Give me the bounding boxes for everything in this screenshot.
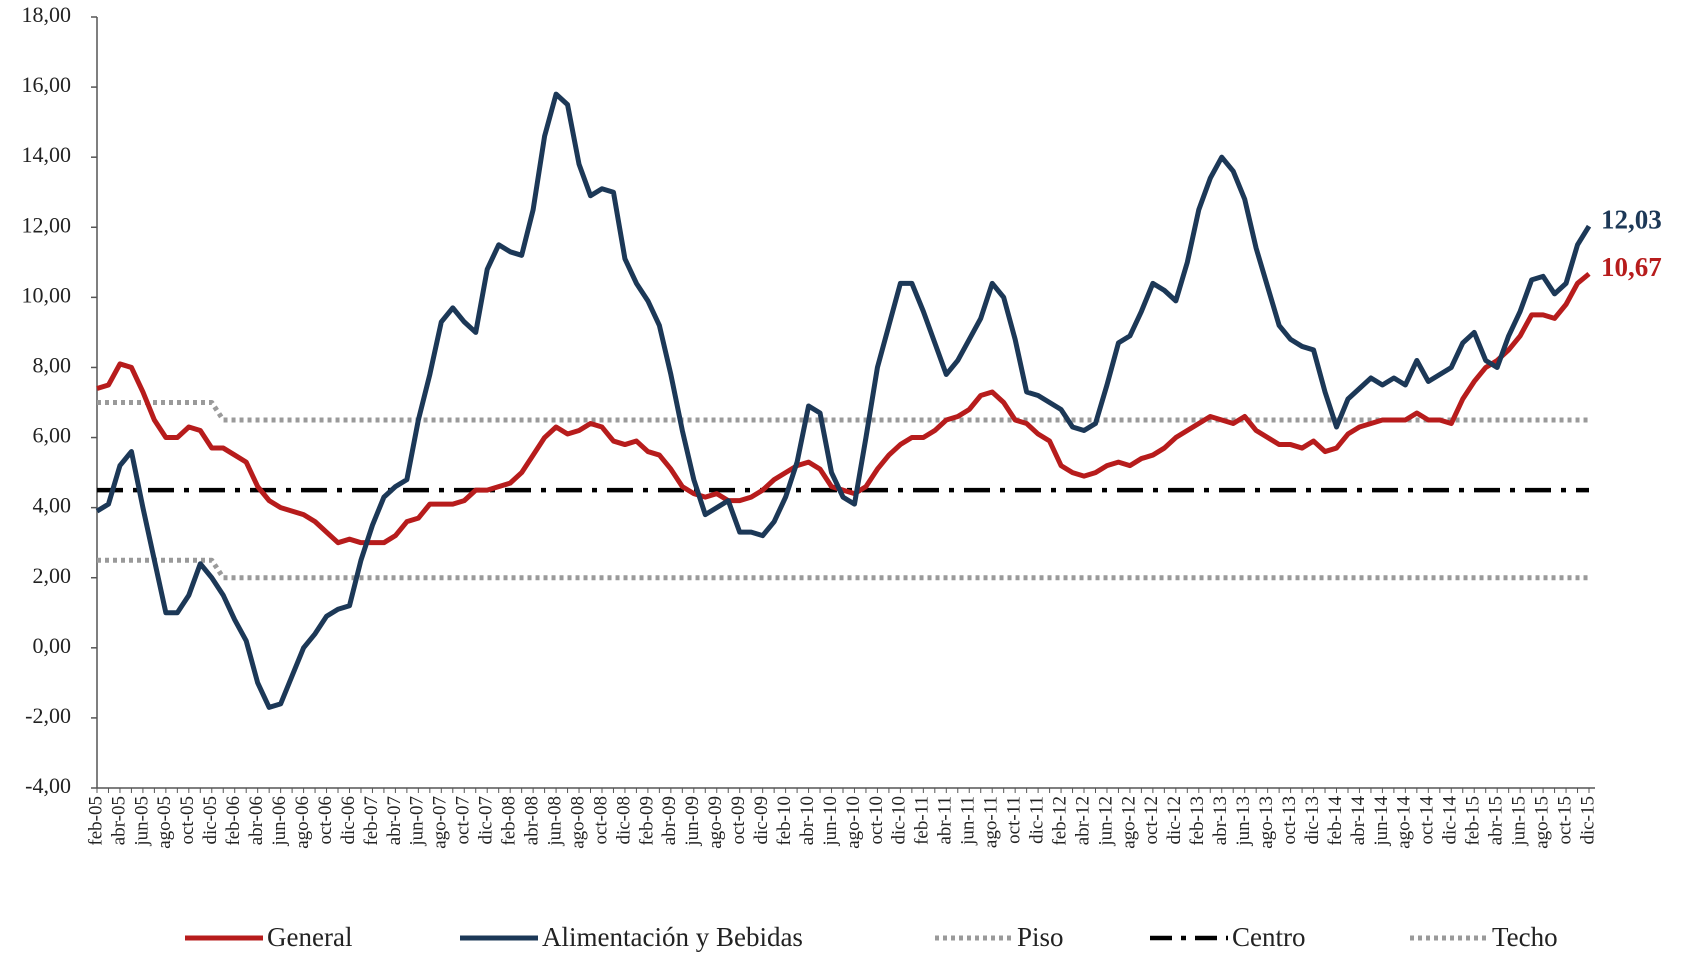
x-tick-label: ago-05 bbox=[154, 796, 175, 849]
legend-label: Piso bbox=[1017, 922, 1064, 952]
series-line bbox=[95, 91, 1592, 710]
x-tick-label: abr-15 bbox=[1486, 796, 1507, 845]
x-tick-label: oct-14 bbox=[1417, 796, 1438, 845]
legend-label: Alimentación y Bebidas bbox=[542, 922, 803, 952]
x-tick-label: oct-05 bbox=[177, 796, 198, 845]
y-tick-label: 4,00 bbox=[33, 493, 72, 518]
x-tick-label: abr-11 bbox=[935, 796, 956, 845]
series-line bbox=[96, 271, 1591, 546]
y-tick-label: 18,00 bbox=[22, 2, 72, 27]
x-tick-label: ago-14 bbox=[1394, 796, 1415, 849]
x-tick-label: ago-15 bbox=[1531, 796, 1552, 849]
x-tick-label: abr-10 bbox=[797, 796, 818, 845]
x-tick-label: oct-15 bbox=[1554, 796, 1575, 845]
x-tick-label: oct-08 bbox=[590, 796, 611, 845]
x-tick-label: dic-15 bbox=[1577, 796, 1598, 845]
x-tick-label: ago-08 bbox=[567, 796, 588, 849]
x-tick-label: jun-12 bbox=[1095, 796, 1116, 847]
end-label: 12,03 bbox=[1601, 204, 1662, 234]
y-tick-label: 12,00 bbox=[22, 212, 72, 237]
x-tick-label: jun-14 bbox=[1371, 796, 1392, 847]
x-tick-label: jun-07 bbox=[407, 796, 428, 847]
x-tick-label: jun-08 bbox=[544, 796, 565, 847]
series-line bbox=[97, 400, 1589, 423]
x-tick-label: ago-11 bbox=[981, 796, 1002, 848]
x-tick-label: ago-09 bbox=[705, 796, 726, 849]
x-tick-label: oct-07 bbox=[453, 796, 474, 845]
x-tick-label: jun-11 bbox=[958, 796, 979, 846]
x-tick-label: oct-10 bbox=[866, 796, 887, 845]
x-tick-label: ago-06 bbox=[292, 796, 313, 849]
x-tick-label: dic-06 bbox=[338, 796, 359, 845]
x-tick-label: abr-08 bbox=[521, 796, 542, 845]
x-tick-label: abr-09 bbox=[659, 796, 680, 845]
y-tick-label: 6,00 bbox=[33, 423, 72, 448]
y-tick-label: 0,00 bbox=[33, 633, 72, 658]
x-tick-label: feb-15 bbox=[1463, 796, 1484, 846]
x-tick-label: feb-06 bbox=[223, 796, 244, 846]
x-tick-label: feb-08 bbox=[499, 796, 520, 846]
x-tick-label: jun-10 bbox=[820, 796, 841, 847]
x-tick-label: oct-12 bbox=[1141, 796, 1162, 845]
x-tick-label: dic-10 bbox=[889, 796, 910, 845]
x-tick-label: feb-13 bbox=[1187, 796, 1208, 846]
x-tick-label: dic-11 bbox=[1026, 796, 1047, 844]
y-tick-label: -4,00 bbox=[25, 773, 71, 798]
x-tick-label: dic-05 bbox=[200, 796, 221, 845]
x-tick-label: feb-12 bbox=[1049, 796, 1070, 846]
x-tick-label: abr-12 bbox=[1072, 796, 1093, 845]
x-tick-label: jun-09 bbox=[682, 796, 703, 847]
y-tick-label: -2,00 bbox=[25, 703, 71, 728]
x-tick-label: ago-13 bbox=[1256, 796, 1277, 849]
legend-label: General bbox=[267, 922, 352, 952]
x-tick-label: ago-12 bbox=[1118, 796, 1139, 849]
x-tick-label: dic-13 bbox=[1302, 796, 1323, 845]
x-tick-label: feb-09 bbox=[636, 796, 657, 846]
x-tick-label: dic-08 bbox=[613, 796, 634, 845]
x-tick-label: abr-07 bbox=[384, 796, 405, 845]
y-tick-label: 10,00 bbox=[22, 282, 72, 307]
y-tick-label: 8,00 bbox=[33, 353, 72, 378]
x-tick-label: feb-05 bbox=[85, 796, 106, 846]
x-tick-label: feb-11 bbox=[912, 796, 933, 845]
x-tick-label: abr-05 bbox=[108, 796, 129, 845]
x-tick-label: jun-06 bbox=[269, 796, 290, 847]
x-tick-label: abr-13 bbox=[1210, 796, 1231, 845]
y-tick-label: 16,00 bbox=[22, 72, 72, 97]
x-tick-label: jun-15 bbox=[1508, 796, 1529, 847]
series-line bbox=[97, 557, 1589, 581]
x-tick-label: feb-10 bbox=[774, 796, 795, 846]
x-tick-label: oct-09 bbox=[728, 796, 749, 845]
x-tick-label: dic-09 bbox=[751, 796, 772, 845]
y-tick-label: 2,00 bbox=[33, 563, 72, 588]
legend-label: Techo bbox=[1492, 922, 1558, 952]
x-tick-label: oct-13 bbox=[1279, 796, 1300, 845]
y-tick-label: 14,00 bbox=[22, 142, 72, 167]
x-tick-label: feb-07 bbox=[361, 796, 382, 846]
x-tick-label: dic-14 bbox=[1440, 796, 1461, 845]
legend-label: Centro bbox=[1232, 922, 1306, 952]
x-tick-label: dic-07 bbox=[476, 796, 497, 845]
end-label: 10,67 bbox=[1601, 252, 1662, 282]
x-tick-label: ago-07 bbox=[430, 796, 451, 849]
x-tick-label: ago-10 bbox=[843, 796, 864, 849]
x-tick-label: abr-06 bbox=[246, 796, 267, 845]
x-tick-label: jun-05 bbox=[131, 796, 152, 847]
x-tick-label: dic-12 bbox=[1164, 796, 1185, 845]
x-tick-label: abr-14 bbox=[1348, 796, 1369, 846]
x-tick-label: feb-14 bbox=[1325, 796, 1346, 846]
x-tick-label: oct-11 bbox=[1004, 796, 1025, 844]
x-tick-label: jun-13 bbox=[1233, 796, 1254, 847]
x-tick-label: oct-06 bbox=[315, 796, 336, 845]
